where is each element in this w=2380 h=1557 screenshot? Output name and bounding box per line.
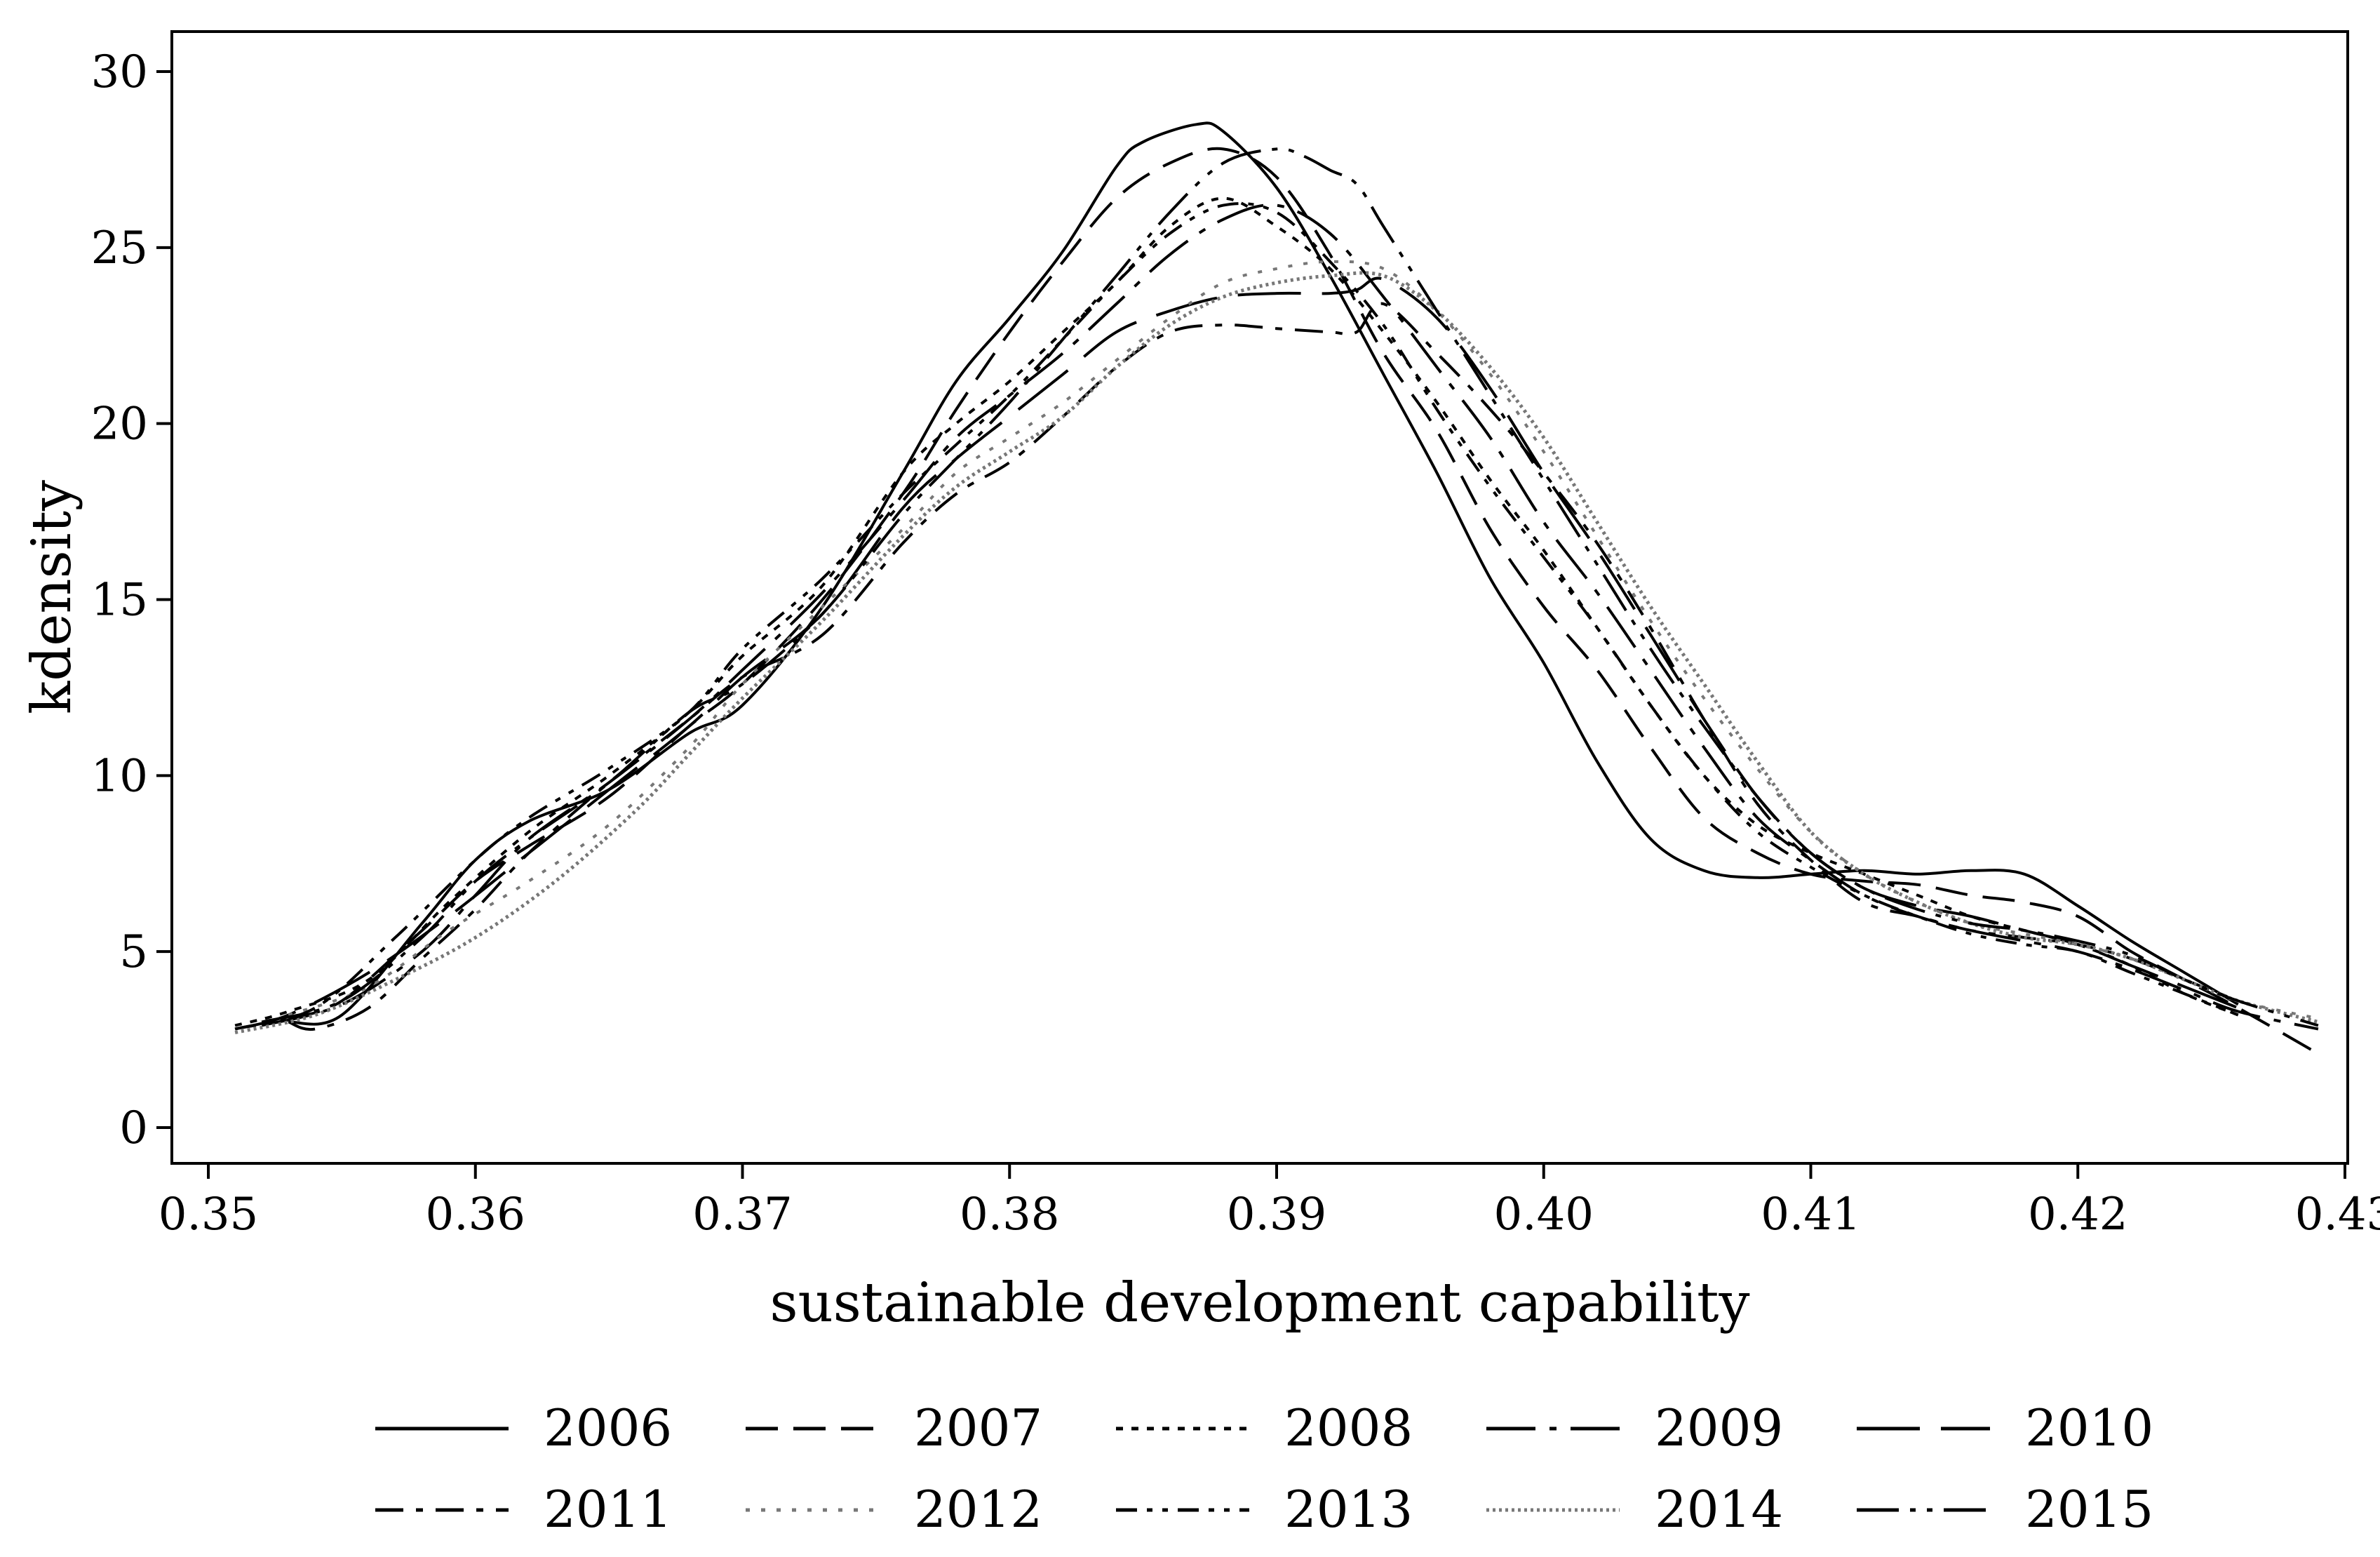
legend-label-2010: 2010 (2025, 1398, 2153, 1457)
y-tick-label: 0 (119, 1102, 148, 1154)
x-axis-title: sustainable development capability (769, 1271, 1749, 1335)
legend-label-2006: 2006 (544, 1398, 672, 1457)
series-line-2013 (234, 202, 2239, 1031)
legend-label-2008: 2008 (1284, 1398, 1413, 1457)
x-tick-label: 0.38 (960, 1189, 1060, 1241)
x-tick-label: 0.42 (2028, 1189, 2128, 1241)
series-line-2012 (288, 260, 2319, 1020)
legend-label-2014: 2014 (1655, 1480, 1783, 1539)
legend-label-2007: 2007 (914, 1398, 1042, 1457)
series-line-2014 (234, 271, 2319, 1034)
legend-label-2015: 2015 (2025, 1480, 2153, 1539)
series-line-2007 (288, 147, 2319, 1055)
x-tick-label: 0.36 (426, 1189, 526, 1241)
x-tick-label: 0.40 (1494, 1189, 1594, 1241)
x-tick-label: 0.39 (1227, 1189, 1327, 1241)
y-tick-label: 30 (91, 46, 148, 98)
plot-frame (170, 30, 2349, 1165)
series-line-2009 (261, 203, 2319, 1031)
x-tick-label: 0.41 (1761, 1189, 1861, 1241)
x-tick-label: 0.37 (692, 1189, 793, 1241)
x-axis: 0.35 0.36 0.37 0.38 0.39 0.40 0.41 0.42 0.43 (159, 1163, 2380, 1241)
x-tick-label: 0.43 (2295, 1189, 2380, 1241)
legend-label-2009: 2009 (1655, 1398, 1783, 1457)
legend-label-2013: 2013 (1284, 1480, 1413, 1539)
y-tick-label: 5 (119, 926, 148, 978)
y-tick-label: 15 (91, 575, 148, 627)
legend-label-2012: 2012 (914, 1480, 1042, 1539)
series-line-2011 (288, 302, 2239, 1031)
series-layer (234, 121, 2319, 1055)
y-axis-title: kdensity (20, 480, 83, 714)
y-tick-label: 20 (91, 399, 148, 450)
y-axis: 0 5 10 15 20 25 30 (91, 46, 172, 1154)
y-tick-label: 10 (91, 750, 148, 802)
series-line-2015 (261, 147, 2319, 1027)
series-line-2008 (234, 196, 2239, 1027)
y-tick-label: 25 (91, 222, 148, 274)
legend: 2006 2007 2008 2009 2010 2011 2012 2013 2014 2015 (375, 1398, 2153, 1539)
series-line-2006 (288, 121, 2239, 1026)
legend-label-2011: 2011 (544, 1480, 672, 1539)
series-line-2010 (234, 276, 2239, 1031)
x-tick-label: 0.35 (159, 1189, 259, 1241)
